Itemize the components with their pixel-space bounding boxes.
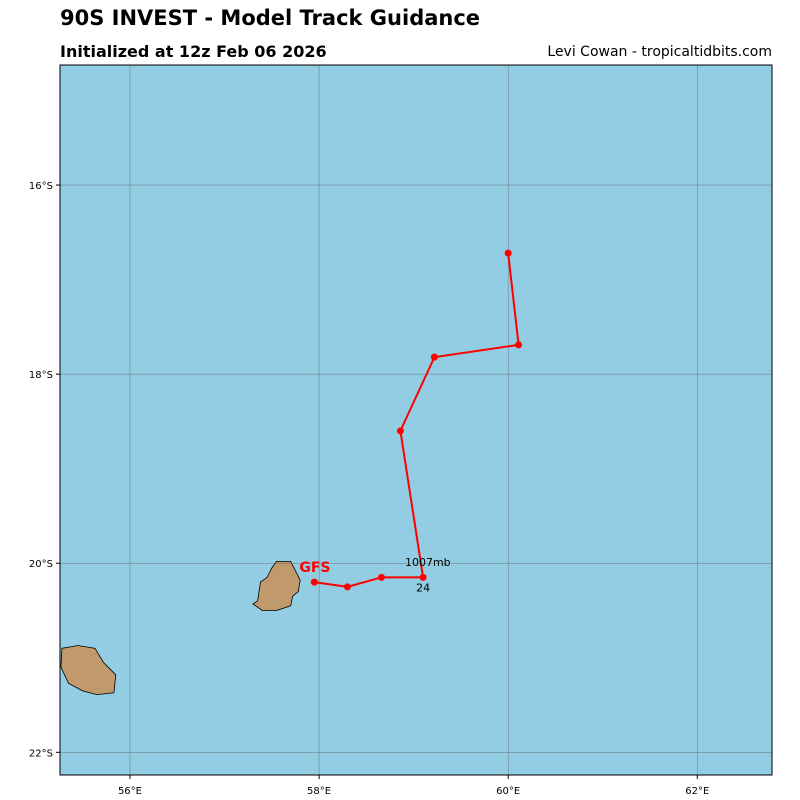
map-frame <box>59 64 773 776</box>
ocean <box>60 65 772 775</box>
ytick-label: 22°S <box>29 748 53 759</box>
xtick-label: 60°E <box>496 786 520 797</box>
track-point <box>343 583 351 591</box>
track-point <box>377 573 385 581</box>
ytick-label: 16°S <box>29 181 53 192</box>
land-reunion <box>60 645 117 696</box>
track-point <box>430 353 438 361</box>
track-point <box>396 427 404 435</box>
track-gfs <box>314 253 520 588</box>
land-mauritius <box>252 560 301 611</box>
model-label: GFS <box>299 560 330 576</box>
track-point <box>310 578 318 586</box>
xtick-label: 62°E <box>685 786 709 797</box>
chart-title: 90S INVEST - Model Track Guidance <box>60 6 481 30</box>
track-point <box>515 341 523 349</box>
credit: Levi Cowan - tropicaltidbits.com <box>547 44 772 60</box>
annotation: 1007mb <box>405 556 451 569</box>
xtick-label: 56°E <box>118 786 142 797</box>
track-point <box>419 573 427 581</box>
chart-subtitle: Initialized at 12z Feb 06 2026 <box>60 42 327 61</box>
ytick-label: 18°S <box>29 370 53 381</box>
annotation: 24 <box>416 582 430 595</box>
ytick-label: 20°S <box>29 559 53 570</box>
xtick-label: 58°E <box>307 786 331 797</box>
track-point <box>504 249 512 257</box>
